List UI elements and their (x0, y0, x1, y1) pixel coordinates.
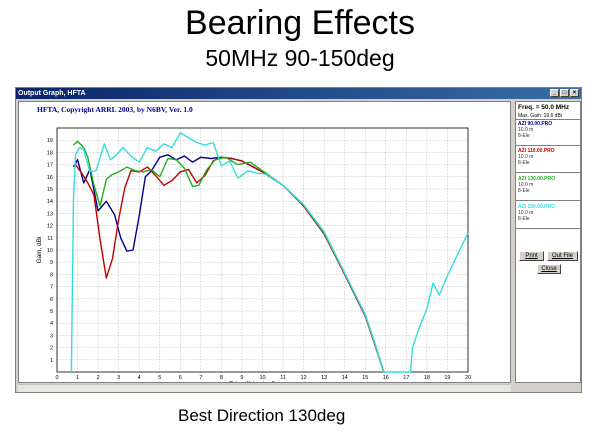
legend-entry: AZI 90.00.PRO 10.0 m 8-Ele (518, 121, 580, 139)
gain-chart: 0 1 2 3 4 5 6 7 8 9 10 11 12 13 14 15 16 17 18 19 2012345678… (36, 127, 471, 382)
divider (516, 119, 580, 120)
y-tick-label: 13 (47, 211, 53, 217)
x-tick-label: 19 (444, 375, 450, 381)
horizontal-scrollbar[interactable] (18, 384, 511, 392)
legend-elements: 8-Ele (518, 216, 530, 222)
x-tick-label: 13 (321, 375, 327, 381)
y-tick-label: 7 (50, 285, 53, 291)
legend-entry: AZI 110.00.PRO 10.0 m 8-Ele (518, 148, 580, 166)
series-line (72, 154, 385, 373)
y-axis-label: Gain, dBi (36, 237, 43, 264)
out-file-button[interactable]: Out File (547, 251, 578, 261)
x-tick-label: 4 (138, 375, 141, 381)
legend-elements: 8-Ele (518, 160, 530, 166)
frequency-readout: Freq. = 50.0 MHz (518, 104, 570, 111)
y-tick-label: 9 (50, 260, 53, 266)
y-tick-label: 6 (50, 297, 53, 303)
y-tick-label: 11 (47, 236, 53, 242)
x-tick-label: 12 (301, 375, 307, 381)
y-tick-label: 15 (47, 187, 53, 193)
legend-elements: 8-Ele (518, 188, 530, 194)
y-tick-label: 2 (50, 346, 53, 352)
slide-subtitle: 50MHz 90-150deg (205, 45, 395, 71)
x-tick-label: 9 (240, 375, 243, 381)
x-tick-label: 0 (55, 375, 58, 381)
x-tick-label: 16 (383, 375, 389, 381)
divider (516, 200, 580, 201)
slide-caption: Best Direction 130deg (178, 406, 346, 425)
legend-file-name: AZI 90.00.PRO (518, 121, 553, 127)
minimize-button[interactable]: _ (550, 89, 559, 97)
x-axis-label: Takeoff Angle, Degrees (229, 381, 297, 382)
plot-frame (56, 127, 469, 373)
y-tick-label: 10 (47, 248, 53, 254)
x-tick-label: 11 (280, 375, 286, 381)
legend-wavelength: 10.0 m (518, 210, 534, 216)
legend-wavelength: 10.0 m (518, 182, 534, 188)
x-tick-label: 15 (362, 375, 368, 381)
y-tick-label: 18 (47, 150, 53, 156)
divider (516, 172, 580, 173)
window-title: Output Graph, HFTA (18, 90, 86, 97)
divider (516, 145, 580, 146)
y-tick-label: 14 (47, 199, 53, 205)
y-tick-label: 4 (50, 321, 53, 327)
maximize-button[interactable]: □ (560, 89, 569, 97)
slide-title: Bearing Effects (185, 4, 415, 42)
y-tick-label: 12 (47, 224, 53, 230)
x-tick-label: 20 (465, 375, 471, 381)
y-tick-label: 17 (47, 163, 53, 169)
legend-entry: AZI 130.00.PRO 10.0 m 8-Ele (518, 176, 580, 194)
window-controls: _ □ × (550, 89, 579, 97)
divider (516, 228, 580, 229)
print-button[interactable]: Print (519, 251, 544, 261)
close-button[interactable]: Close (537, 264, 561, 274)
series-line (70, 132, 469, 373)
legend-file-name: AZI 110.00.PRO (518, 148, 555, 154)
x-tick-label: 6 (179, 375, 182, 381)
y-tick-label: 5 (50, 309, 53, 315)
y-tick-label: 3 (50, 333, 53, 339)
y-tick-label: 1 (50, 358, 53, 364)
plot-panel: HFTA, Copyright ARRL 2003, by N6BV, Ver.… (18, 101, 511, 383)
legend-wavelength: 10.0 m (518, 154, 534, 160)
close-window-button[interactable]: × (570, 89, 579, 97)
x-tick-label: 3 (117, 375, 120, 381)
legend-elements: 8-Ele (518, 133, 530, 139)
y-tick-label: 19 (47, 138, 53, 144)
legend-file-name: AZI 130.00.PRO (518, 176, 555, 182)
y-tick-label: 8 (50, 272, 53, 278)
x-tick-label: 8 (220, 375, 223, 381)
legend-wavelength: 10.0 m (518, 127, 534, 133)
x-tick-label: 10 (259, 375, 265, 381)
legend-file-name: AZI 150.00.PRO (518, 204, 555, 210)
side-panel: Freq. = 50.0 MHz Max. Gain: 19.6 dBi AZI… (515, 101, 581, 383)
x-tick-label: 18 (424, 375, 430, 381)
window-titlebar[interactable]: Output Graph, HFTA _ □ × (16, 88, 581, 99)
y-tick-label: 16 (47, 175, 53, 181)
plot-header: HFTA, Copyright ARRL 2003, by N6BV, Ver.… (37, 105, 193, 114)
series-line (74, 156, 385, 373)
x-tick-label: 7 (199, 375, 202, 381)
x-tick-label: 1 (76, 375, 79, 381)
x-tick-label: 5 (158, 375, 161, 381)
x-tick-label: 17 (403, 375, 409, 381)
legend-entry: AZI 150.00.PRO 10.0 m 8-Ele (518, 204, 580, 222)
max-gain-readout: Max. Gain: 19.6 dBi (518, 113, 562, 119)
x-tick-label: 14 (342, 375, 348, 381)
x-tick-label: 2 (97, 375, 100, 381)
output-graph-window: Output Graph, HFTA _ □ × HFTA, Copyright… (15, 87, 582, 393)
